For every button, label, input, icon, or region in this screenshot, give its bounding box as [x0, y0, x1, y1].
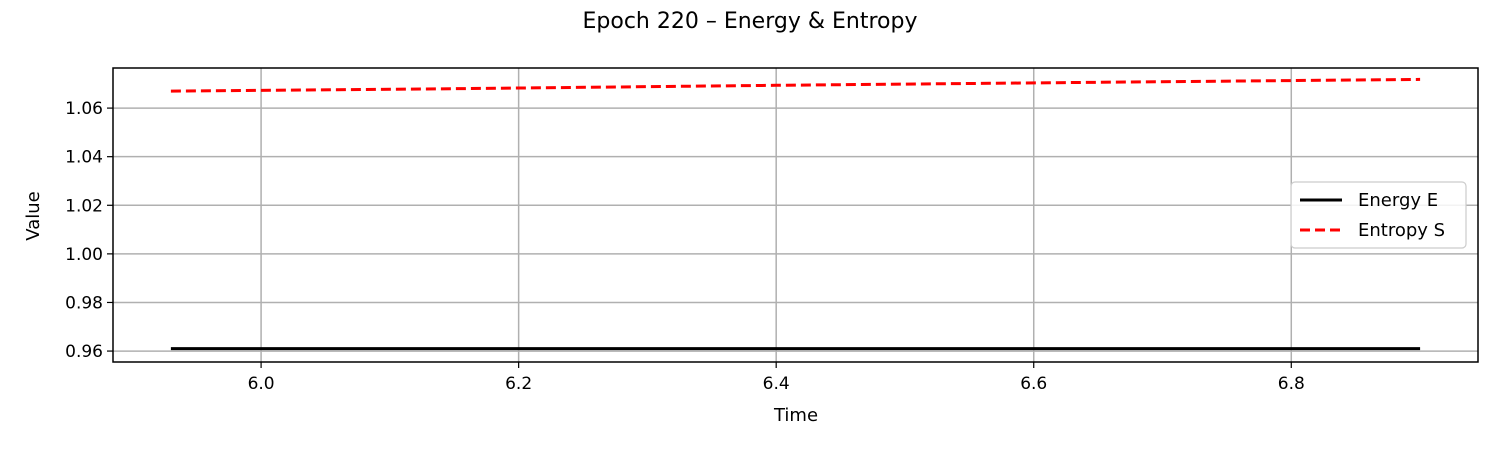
y-tick-label: 0.96	[65, 342, 103, 362]
series-lines	[170, 77, 1421, 351]
x-tick-label: 6.4	[763, 374, 790, 394]
x-axis-label: Time	[773, 405, 818, 426]
legend-label-energy: Energy E	[1358, 190, 1438, 211]
axis-ticks: 6.0 6.2 6.4 6.6 6.8 0.96 0.98 1.00 1.02 1.04 1.06	[65, 99, 1305, 394]
y-tick-label: 1.02	[65, 196, 103, 216]
y-tick-label: 1.06	[65, 99, 103, 119]
y-tick-label: 1.04	[65, 148, 103, 168]
grid-lines	[113, 68, 1478, 362]
legend: Energy E Entropy S	[1290, 181, 1467, 249]
x-tick-label: 6.2	[505, 374, 532, 394]
series-line-entropy-s	[170, 77, 1421, 93]
y-axis-label: Value	[23, 191, 44, 240]
plot-area-frame	[112, 67, 1479, 363]
x-tick-label: 6.0	[248, 374, 275, 394]
x-tick-label: 6.6	[1020, 374, 1047, 394]
y-tick-label: 0.98	[65, 293, 103, 313]
y-tick-label: 1.00	[65, 245, 103, 265]
x-tick-label: 6.8	[1278, 374, 1305, 394]
chart-title: Epoch 220 – Energy & Entropy	[583, 9, 918, 34]
legend-label-entropy: Entropy S	[1358, 220, 1445, 241]
